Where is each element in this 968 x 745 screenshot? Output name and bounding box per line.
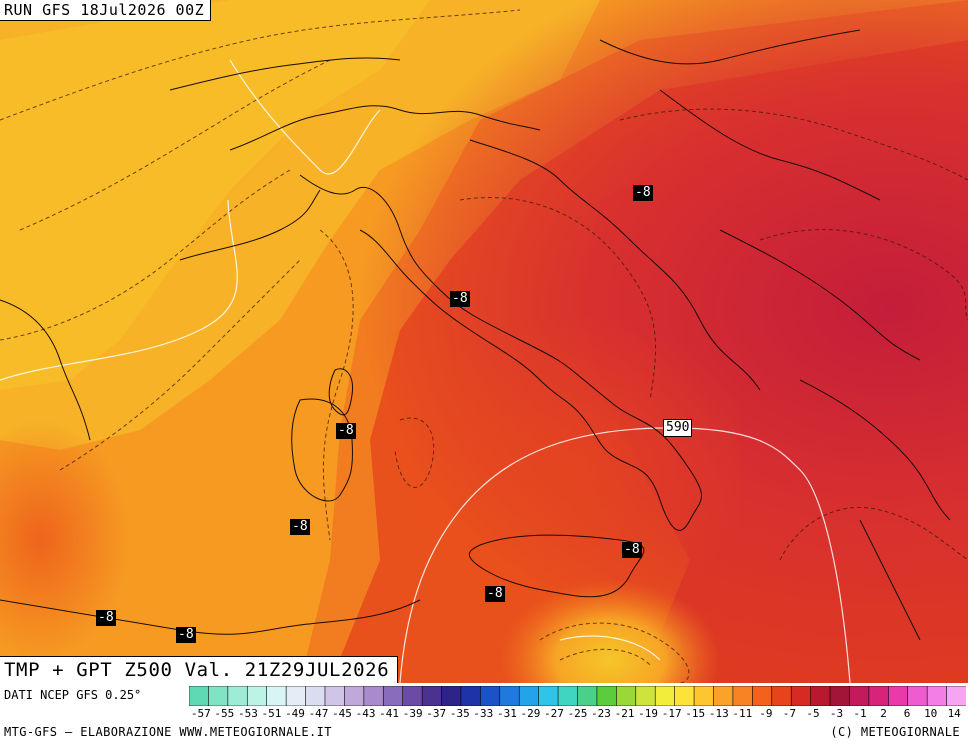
temperature-label: -8 (176, 627, 196, 643)
color-scale-tick: 10 (924, 707, 938, 720)
color-scale-tick: -41 (379, 707, 400, 720)
color-scale-swatch (810, 686, 831, 706)
color-scale-swatch (324, 686, 346, 706)
run-title: RUN GFS 18Jul2026 00Z (0, 0, 212, 21)
color-scale-tick: 6 (903, 707, 911, 720)
color-scale-swatch (363, 686, 385, 706)
geopotential-contours (0, 59, 851, 683)
color-scale-tick: -49 (285, 707, 305, 720)
color-scale-tick: -1 (853, 707, 867, 720)
temperature-label: -8 (336, 423, 356, 439)
legend-area: DATI NCEP GFS 0.25° -57 -55 -53 -51 -49 -47 -4… (0, 683, 968, 745)
color-scale-tick: -55 (214, 707, 235, 720)
color-scale-tick: -47 (308, 707, 329, 720)
color-scale-swatch (771, 686, 792, 706)
color-scale-swatch (499, 686, 521, 706)
color-scale-swatch (421, 686, 443, 706)
color-scale-swatch (460, 686, 482, 706)
temperature-label: -8 (622, 542, 642, 558)
color-scale-tick: -29 (520, 707, 541, 720)
color-scale-swatch (907, 686, 928, 706)
color-scale-tick: -19 (638, 707, 659, 720)
color-scale-swatch (635, 686, 657, 706)
color-scale-swatch (305, 686, 326, 706)
color-scale-tick: -17 (661, 707, 682, 720)
color-scale-ticks: -57 -55 -53 -51 -49 -47 -45 -43 -41 -39 -37 -35 -33-… (189, 707, 966, 721)
source-note: DATI NCEP GFS 0.25° (4, 688, 142, 702)
color-scale-tick: -3 (829, 707, 844, 720)
validity-title: TMP + GPT Z500 Val. 21Z29JUL2026 (0, 656, 399, 684)
color-scale-tick: -31 (496, 707, 517, 720)
color-scale-swatch (752, 686, 773, 706)
color-scale-tick: -51 (261, 707, 282, 720)
color-scale-tick: -5 (806, 707, 820, 720)
color-scale-tick: 2 (880, 707, 887, 720)
coastlines-and-borders (0, 29, 951, 641)
color-scale-swatch (518, 686, 540, 706)
color-scale-tick: -15 (685, 707, 706, 720)
temperature-label: -8 (290, 519, 310, 535)
color-scale-tick: -11 (732, 707, 753, 720)
color-scale-swatch (674, 686, 695, 706)
color-scale-swatch (868, 686, 890, 706)
color-scale-swatch (285, 686, 307, 706)
geopotential-label: 590 (663, 419, 693, 437)
color-scale-swatch (887, 686, 909, 706)
color-scale-tick: -21 (614, 707, 635, 720)
color-scale-swatch (616, 686, 637, 706)
footer-copyright: (C) METEOGIORNALE (830, 725, 960, 739)
color-scale-swatch (266, 686, 287, 706)
color-scale-swatch (790, 686, 812, 706)
weather-map (0, 0, 968, 683)
color-scale-tick: -25 (567, 707, 588, 720)
warm-spot-west (0, 420, 130, 660)
color-scale-bar (189, 686, 966, 706)
color-scale-swatch (713, 686, 734, 706)
color-scale-swatch (480, 686, 501, 706)
color-scale-tick: -39 (402, 707, 423, 720)
color-scale-swatch (654, 686, 676, 706)
color-scale-tick: -43 (355, 707, 376, 720)
color-scale-swatch (208, 686, 229, 706)
color-scale-swatch (732, 686, 754, 706)
isotherm-lines (0, 9, 968, 683)
footer-credit: MTG-GFS – ELABORAZIONE WWW.METEOGIORNALE… (4, 725, 332, 739)
color-scale-tick: -53 (237, 707, 258, 720)
color-scale-swatch (577, 686, 598, 706)
color-scale-tick: -9 (759, 707, 773, 720)
color-scale-tick: -37 (426, 707, 447, 720)
temperature-label: -8 (633, 185, 653, 201)
color-scale-swatch (246, 686, 268, 706)
color-scale-tick: -57 (190, 707, 211, 720)
color-scale-swatch (402, 686, 423, 706)
temperature-label: -8 (450, 291, 470, 307)
color-scale-tick: -45 (332, 707, 352, 720)
color-scale-swatch (849, 686, 870, 706)
color-scale-tick: -13 (708, 707, 729, 720)
color-scale-tick: -27 (544, 707, 564, 720)
cool-spot-south (500, 580, 720, 683)
color-scale-swatch (596, 686, 618, 706)
color-scale-swatch (344, 686, 365, 706)
color-scale-swatch (946, 686, 966, 706)
color-scale-tick: -33 (473, 707, 494, 720)
temperature-label: -8 (96, 610, 116, 626)
color-scale-swatch (693, 686, 715, 706)
temperature-label: -8 (485, 586, 505, 602)
color-scale-swatch (926, 686, 948, 706)
color-scale-swatch (829, 686, 851, 706)
color-scale-swatch (538, 686, 559, 706)
color-scale-swatch (441, 686, 462, 706)
color-scale-tick: -7 (782, 707, 797, 720)
color-scale-swatch (557, 686, 579, 706)
color-scale-swatch (189, 686, 210, 706)
color-scale-swatch (382, 686, 404, 706)
color-scale-tick: -35 (449, 707, 470, 720)
color-scale-tick: 14 (947, 707, 961, 720)
color-scale-tick: -23 (591, 707, 611, 720)
color-scale-swatch (227, 686, 249, 706)
